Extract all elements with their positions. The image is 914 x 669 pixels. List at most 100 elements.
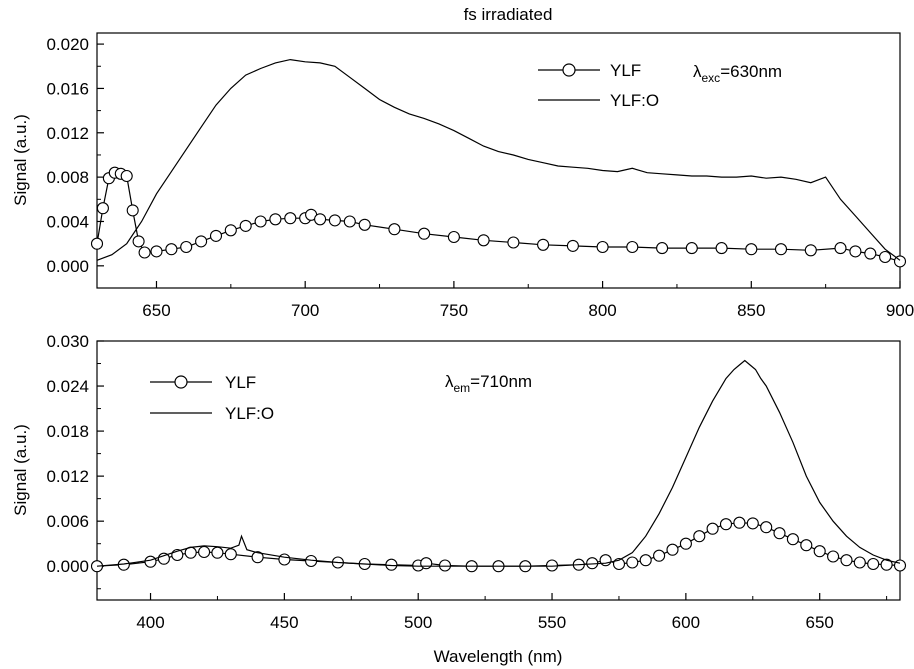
top-ylf-point bbox=[343, 215, 356, 228]
top-ylf-point bbox=[195, 235, 208, 248]
bottom-legend-ylf-label: YLF bbox=[225, 373, 256, 392]
top-ylf-point bbox=[132, 235, 145, 248]
bottom-ylf-point bbox=[653, 549, 666, 562]
bottom-ylf-point bbox=[144, 555, 157, 568]
bottom-ylf-point bbox=[706, 522, 719, 535]
bottom-panel: 0.000 0.006 0.012 0.018 0.024 0.030 400 450 500… bbox=[11, 332, 907, 632]
bottom-ylf-point bbox=[893, 559, 907, 572]
bottom-ylf-point bbox=[746, 517, 759, 530]
bottom-legend-ylfo-label: YLF:O bbox=[225, 404, 274, 423]
bottom-ylf-point bbox=[760, 521, 773, 534]
bottom-annot-value: =710nm bbox=[470, 372, 532, 391]
bottom-ylf-point bbox=[853, 556, 866, 569]
top-plot-frame bbox=[96, 32, 901, 289]
bottom-annot-sub: em bbox=[454, 381, 471, 395]
bottom-ylf-point bbox=[224, 548, 237, 561]
bottom-ylf-point bbox=[679, 537, 692, 550]
figure-title: fs irradiated bbox=[464, 5, 553, 24]
top-ylf-point bbox=[447, 230, 460, 244]
top-ylf-point bbox=[269, 213, 282, 226]
top-x-tick-label: 700 bbox=[291, 301, 319, 320]
bottom-ylf-point bbox=[867, 557, 880, 571]
bottom-ylf-point bbox=[251, 551, 264, 564]
bottom-y-tick-labels: 0.000 0.006 0.012 0.018 0.024 0.030 bbox=[46, 332, 89, 576]
top-x-tick-label: 850 bbox=[737, 301, 765, 320]
top-ylf-point bbox=[90, 237, 104, 250]
bottom-ylf-point bbox=[438, 559, 452, 572]
top-ylf-point bbox=[849, 245, 862, 258]
top-y-tick-label: 0.000 bbox=[46, 257, 89, 276]
bottom-legend: YLF YLF:O bbox=[150, 373, 274, 423]
top-ylf-point bbox=[774, 243, 788, 256]
bottom-legend-ylf-marker bbox=[174, 375, 188, 389]
top-ylf-point bbox=[715, 242, 728, 255]
bottom-x-tick-label: 450 bbox=[270, 613, 298, 632]
top-ylf-point bbox=[120, 169, 133, 183]
top-annot-lambda: λ bbox=[693, 62, 702, 81]
top-ylf-point bbox=[418, 227, 431, 240]
bottom-emission-annotation: λem=710nm bbox=[445, 372, 532, 395]
top-ylf-point bbox=[314, 213, 327, 226]
bottom-ylf-point bbox=[693, 530, 706, 543]
top-y-tick-label: 0.008 bbox=[46, 168, 89, 187]
bottom-y-tick-label: 0.006 bbox=[46, 512, 89, 531]
bottom-ylf-point bbox=[840, 554, 853, 567]
top-ylf-point bbox=[165, 243, 178, 256]
top-legend-ylf-marker bbox=[562, 63, 576, 77]
top-ylf-point bbox=[864, 247, 877, 260]
bottom-ylf-point bbox=[420, 557, 433, 570]
top-series bbox=[90, 58, 907, 268]
bottom-y-axis-title: Signal (a.u.) bbox=[11, 424, 30, 516]
top-y-tick-labels: 0.000 0.004 0.008 0.012 0.016 0.020 bbox=[46, 35, 89, 276]
bottom-x-tick-label: 600 bbox=[672, 613, 700, 632]
bottom-ylf-point bbox=[599, 554, 612, 567]
bottom-y-tick-label: 0.024 bbox=[46, 377, 89, 396]
bottom-y-tick-label: 0.030 bbox=[46, 332, 89, 351]
top-ylf-o-line bbox=[96, 58, 901, 261]
top-y-tick-label: 0.004 bbox=[46, 212, 89, 231]
bottom-y-tick-label: 0.012 bbox=[46, 467, 89, 486]
bottom-ylf-point bbox=[278, 553, 291, 566]
top-legend-ylf-label: YLF bbox=[610, 61, 641, 80]
top-ylf-point bbox=[150, 245, 163, 258]
top-ylf-point bbox=[626, 240, 639, 254]
top-axis-ticks bbox=[97, 43, 901, 288]
top-x-tick-label: 750 bbox=[440, 301, 468, 320]
top-ylf-point bbox=[209, 229, 223, 242]
top-y-axis-title: Signal (a.u.) bbox=[11, 114, 30, 206]
bottom-series bbox=[90, 359, 907, 573]
bottom-ylf-point bbox=[786, 533, 799, 546]
top-legend-ylfo-label: YLF:O bbox=[610, 91, 659, 110]
bottom-ylf-point bbox=[827, 550, 840, 563]
top-x-tick-labels: 650 700 750 800 850 900 bbox=[142, 301, 914, 320]
top-ylf-point bbox=[834, 242, 847, 255]
top-panel: 0.000 0.004 0.008 0.012 0.016 0.020 650 700 750… bbox=[11, 32, 914, 320]
bottom-ylf-o-line bbox=[96, 359, 901, 567]
top-ylf-point bbox=[656, 242, 669, 255]
bottom-x-tick-labels: 400 450 500 550 600 650 bbox=[136, 613, 834, 632]
top-ylf-point bbox=[254, 215, 267, 228]
bottom-ylf-point bbox=[639, 554, 652, 567]
top-y-tick-label: 0.012 bbox=[46, 124, 89, 143]
top-ylf-point bbox=[328, 214, 341, 227]
top-ylf-point bbox=[804, 244, 817, 257]
top-y-tick-label: 0.020 bbox=[46, 35, 89, 54]
top-ylf-point bbox=[239, 219, 252, 232]
bottom-y-tick-label: 0.018 bbox=[46, 422, 89, 441]
top-x-tick-label: 650 bbox=[142, 301, 170, 320]
top-ylf-point bbox=[879, 250, 892, 264]
bottom-axis-ticks bbox=[97, 340, 888, 600]
bottom-ylf-point bbox=[800, 539, 813, 552]
bottom-plot-frame bbox=[96, 340, 901, 601]
top-excitation-annotation: λexc=630nm bbox=[693, 62, 782, 85]
top-ylf-point bbox=[477, 234, 490, 247]
top-ylf-point bbox=[745, 243, 758, 256]
bottom-y-tick-label: 0.000 bbox=[46, 557, 89, 576]
bottom-ylf-point bbox=[719, 518, 733, 531]
bottom-x-tick-label: 500 bbox=[404, 613, 432, 632]
top-legend: YLF YLF:O bbox=[538, 61, 659, 110]
top-ylf-point bbox=[138, 246, 151, 259]
top-ylf-point bbox=[537, 238, 550, 251]
top-y-tick-label: 0.016 bbox=[46, 79, 89, 98]
